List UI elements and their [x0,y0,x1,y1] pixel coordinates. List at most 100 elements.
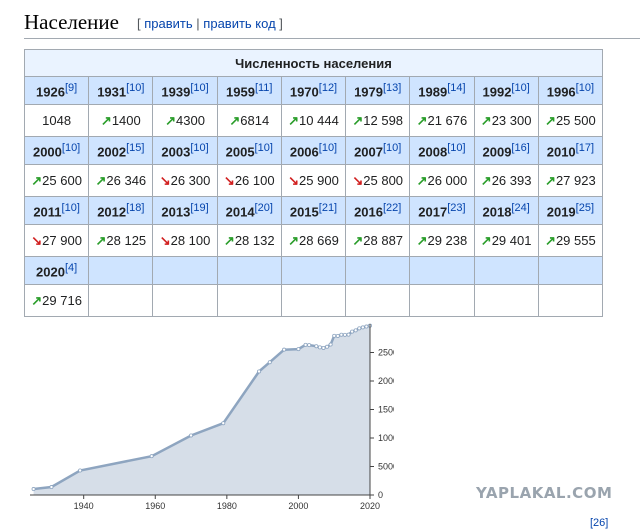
population-cell [152,284,218,317]
population-cell [473,284,539,317]
population-value: 25 600 [42,172,82,188]
reference-link[interactable]: [10] [447,141,466,154]
edit-separator: | [196,16,200,31]
reference-link[interactable]: [10] [382,141,402,154]
reference-link[interactable]: [10] [190,81,209,94]
data-point [353,328,358,333]
trend-up-icon: ↗ [229,112,241,128]
reference-link[interactable]: [10] [511,81,530,94]
population-cell: ↗25 600 [23,164,90,197]
population-cell: ↗25 500 [537,104,604,137]
year-label: 2008 [418,144,448,160]
data-point [78,468,83,473]
year-cell: 1926[9] [23,76,90,105]
reference-link[interactable]: [24] [511,201,530,214]
year-cell [216,256,282,285]
y-tick-label: 20000 [378,376,394,386]
reference-link[interactable]: [10] [61,141,81,154]
y-tick-label: 25000 [378,348,394,358]
data-point [149,454,154,459]
population-cell: ↗29 238 [409,224,475,257]
population-cell: ↗26 346 [88,164,154,197]
year-label: 1959 [226,84,255,100]
edit-link[interactable]: править [144,16,193,31]
population-cell: ↘25 900 [280,164,347,197]
population-value: 27 900 [42,232,82,248]
population-cell: ↗28 132 [216,224,282,257]
x-tick-label: 1960 [145,501,165,511]
reference-link[interactable]: [10] [190,141,209,154]
y-tick-label: 5000 [378,462,394,472]
data-point [282,347,287,352]
reference-link[interactable]: [23] [447,201,466,214]
population-cell: ↗27 923 [537,164,604,197]
year-cell: 2006[10] [280,136,347,165]
year-cell: 2011[10] [23,196,90,225]
year-cell: 2008[10] [409,136,475,165]
year-cell: 1970[12] [280,76,347,105]
population-cell: ↗23 300 [473,104,539,137]
year-cell [280,256,347,285]
reference-link[interactable]: [17] [575,141,595,154]
close-bracket: ] [279,16,283,31]
year-cell: 2015[21] [280,196,347,225]
population-cell [88,284,154,317]
reference-link[interactable]: [9] [64,81,78,94]
data-point [332,333,337,338]
population-value: 10 444 [299,112,339,128]
reference-link[interactable]: [16] [511,141,530,154]
reference-link[interactable]: [18] [126,201,145,214]
watermark: YAPLAKAL.COM [476,484,613,502]
clipped-reference[interactable]: [26] [590,517,609,529]
reference-link[interactable]: [15] [126,141,145,154]
population-cell: ↗26 393 [473,164,539,197]
year-cell [345,256,411,285]
year-cell [473,256,539,285]
reference-link[interactable]: [10] [126,81,145,94]
reference-link[interactable]: [11] [254,81,273,94]
year-label: 2009 [482,144,512,160]
reference-link[interactable]: [10] [254,141,273,154]
population-cell: ↗29 716 [23,284,90,317]
data-point [221,421,226,426]
population-cell: ↗29 401 [473,224,539,257]
population-cell: ↘26 300 [152,164,218,197]
reference-link[interactable]: [10] [318,141,338,154]
year-row: 2011[10] 2012[18] 2013[19] 2014[20] 2015[21]… [23,196,604,225]
area-fill [33,325,370,495]
year-cell: 1992[10] [473,76,539,105]
edit-code-link[interactable]: править код [203,16,276,31]
reference-link[interactable]: [10] [61,201,80,214]
reference-link[interactable]: [22] [382,201,402,214]
year-cell: 2019[25] [537,196,604,225]
reference-link[interactable]: [14] [447,81,466,94]
data-point [189,433,194,438]
population-value: 1400 [111,112,141,128]
reference-link[interactable]: [19] [190,201,209,214]
trend-up-icon: ↗ [288,112,300,128]
reference-link[interactable]: [10] [575,81,595,94]
population-value: 29 401 [491,232,532,248]
population-value: 6814 [240,112,270,128]
reference-link[interactable]: [13] [382,81,402,94]
population-cell: ↗28 887 [345,224,411,257]
population-value: 25 900 [299,172,339,188]
population-value: 26 346 [106,172,147,188]
year-label: 2015 [289,204,319,220]
reference-link[interactable]: [12] [318,81,338,94]
year-cell: 2020[4] [23,256,90,285]
year-label: 2020 [36,264,65,280]
year-row: 2000[10] 2002[15] 2003[10] 2005[10] 2006[10]… [23,136,604,165]
data-point [303,342,308,347]
data-point [321,345,326,350]
population-value: 28 100 [170,232,211,248]
reference-link[interactable]: [20] [254,201,273,214]
reference-link[interactable]: [21] [318,201,338,214]
year-row: 1926[9] 1931[10] 1939[10] 1959[11] 1970[12] 1… [23,76,604,105]
year-cell [537,256,604,285]
open-bracket: [ [137,16,141,31]
trend-up-icon: ↗ [165,112,177,128]
reference-link[interactable]: [25] [575,201,595,214]
reference-link[interactable]: [4] [64,261,78,274]
